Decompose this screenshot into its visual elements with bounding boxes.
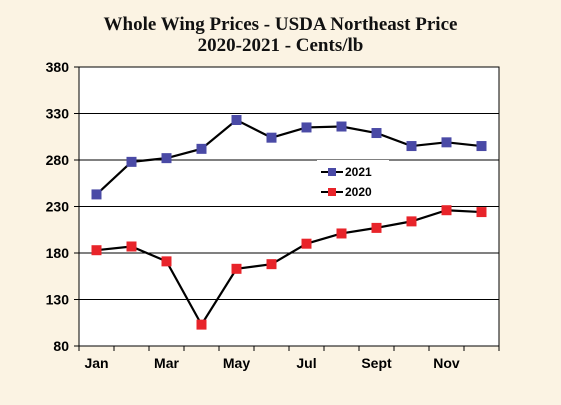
data-point-2020 bbox=[336, 228, 347, 239]
data-point-2021 bbox=[406, 141, 417, 152]
data-point-2020 bbox=[126, 241, 137, 252]
data-point-2021 bbox=[91, 189, 102, 200]
legend-marker-2021 bbox=[328, 168, 336, 176]
legend-box bbox=[317, 160, 389, 204]
y-tick-label: 280 bbox=[46, 152, 70, 168]
x-tick-label: Sept bbox=[361, 355, 392, 371]
x-tick-label: Jan bbox=[84, 355, 108, 371]
series-line-2020 bbox=[96, 209, 482, 327]
data-point-2021 bbox=[371, 128, 382, 139]
y-tick-label: 180 bbox=[46, 245, 70, 261]
chart-title: Whole Wing Prices - USDA Northeast Price bbox=[103, 14, 458, 35]
x-tick-label: Jul bbox=[296, 355, 316, 371]
x-tick-label: May bbox=[223, 355, 250, 371]
data-point-2020 bbox=[371, 222, 382, 233]
data-point-2020 bbox=[476, 207, 487, 218]
data-point-2021 bbox=[161, 153, 172, 164]
data-point-2020 bbox=[266, 259, 277, 270]
data-point-2020 bbox=[231, 263, 242, 274]
data-point-2021 bbox=[476, 141, 487, 152]
data-point-2020 bbox=[161, 256, 172, 267]
chart-subtitle: 2020-2021 - Cents/lb bbox=[197, 35, 364, 56]
x-tick-label: Mar bbox=[154, 355, 179, 371]
y-tick-label: 380 bbox=[46, 59, 70, 75]
legend-label-2020: 2020 bbox=[345, 185, 372, 199]
data-point-2021 bbox=[336, 121, 347, 132]
data-point-2020 bbox=[441, 205, 452, 216]
data-point-2021 bbox=[231, 115, 242, 126]
data-point-2020 bbox=[91, 245, 102, 256]
data-point-2020 bbox=[301, 238, 312, 249]
data-point-2021 bbox=[126, 156, 137, 167]
legend-marker-2020 bbox=[328, 188, 336, 196]
data-point-2020 bbox=[406, 216, 417, 227]
x-tick-label: Nov bbox=[433, 355, 460, 371]
y-tick-label: 80 bbox=[53, 338, 69, 354]
series-line-2021 bbox=[95, 118, 482, 196]
data-point-2021 bbox=[441, 137, 452, 148]
y-tick-label: 130 bbox=[46, 292, 70, 308]
data-point-2020 bbox=[196, 319, 207, 330]
legend-label-2021: 2021 bbox=[345, 165, 372, 179]
y-tick-label: 330 bbox=[46, 106, 70, 122]
data-point-2021 bbox=[266, 132, 277, 143]
data-point-2021 bbox=[196, 143, 207, 154]
y-tick-label: 230 bbox=[46, 199, 70, 215]
data-point-2021 bbox=[301, 122, 312, 133]
